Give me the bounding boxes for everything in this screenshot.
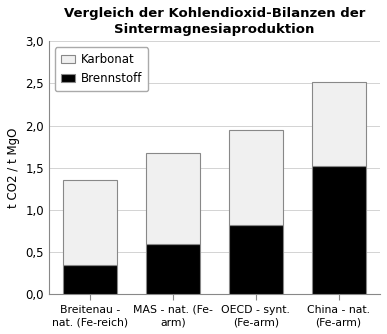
Bar bbox=[146, 243, 200, 294]
Bar bbox=[312, 82, 366, 166]
Bar bbox=[229, 130, 283, 225]
Bar bbox=[312, 166, 366, 294]
Bar bbox=[63, 265, 117, 294]
Y-axis label: t CO2 / t MgO: t CO2 / t MgO bbox=[7, 128, 20, 208]
Bar bbox=[146, 153, 200, 243]
Bar bbox=[229, 225, 283, 294]
Bar bbox=[63, 180, 117, 265]
Title: Vergleich der Kohlendioxid-Bilanzen der
Sintermagnesiaproduktion: Vergleich der Kohlendioxid-Bilanzen der … bbox=[64, 7, 365, 36]
Legend: Karbonat, Brennstoff: Karbonat, Brennstoff bbox=[55, 47, 148, 91]
